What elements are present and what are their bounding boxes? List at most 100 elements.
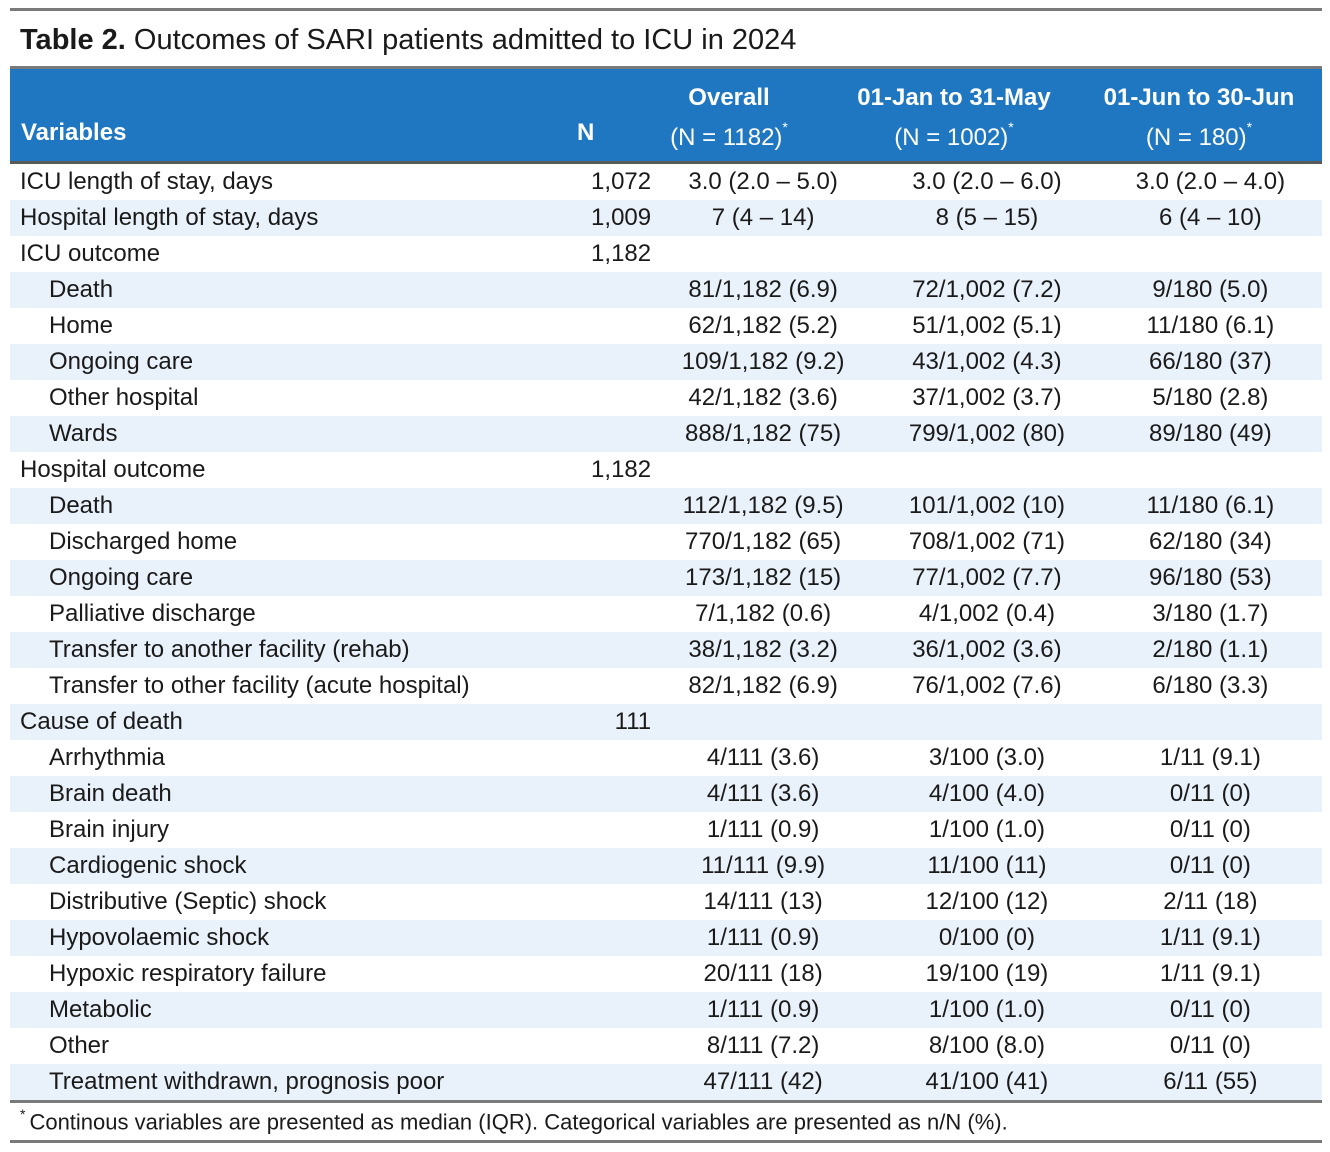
row-period1: 37/1,002 (3.7) [912,384,1062,411]
row-n: 1,182 [591,456,652,483]
row-period2: 0/11 (0) [1169,816,1251,843]
table-row: Other 8/111 (7.2) 8/100 (8.0) 0/11 (0) [10,1028,1322,1064]
row-overall: 8/111 (7.2) [706,1032,820,1059]
row-n [572,416,652,452]
header-period2-sub: (N = 180) [1145,124,1247,151]
row-n [572,524,651,560]
row-overall: 3.0 (2.0 – 5.0) [688,168,838,195]
footnote: * Continous variables are presented as me… [20,1106,1008,1135]
row-overall: 81/1,182 (6.9) [651,272,876,308]
header-period2-mark: * [1246,119,1253,135]
row-n [572,812,651,848]
row-variable: Transfer to another facility (rehab) [10,632,573,668]
row-overall: 7/1,182 (0.6) [695,600,832,627]
row-period2: 11/180 (6.1) [1146,312,1275,339]
top-rule [10,8,1322,11]
row-overall: 888/1,182 (75) [651,416,876,452]
row-period2: 0/11 (0) [1169,1032,1251,1059]
row-n [572,1028,651,1064]
row-period2: 6 (4 – 10) [1098,200,1322,236]
row-variable: Other hospital [49,384,199,411]
row-overall: 1/111 (0.9) [706,816,820,843]
table-row: Cause of death 111 [10,704,1322,740]
table-row: Ongoing care 109/1,182 (9.2) 43/1,002 (4.3… [10,344,1322,380]
row-overall: 4/111 (3.6) [706,744,820,771]
row-variable: Other [49,1032,110,1059]
row-period2 [1099,452,1322,488]
row-variable: Brain injury [49,816,170,843]
row-period2: 3/180 (1.7) [1152,600,1269,627]
row-period1: 77/1,002 (7.7) [875,560,1099,596]
table-row: Treatment withdrawn, prognosis poor 47/11… [10,1064,1322,1100]
row-period2: 0/11 (0) [1098,992,1322,1028]
row-n [572,1064,652,1100]
row-n [572,344,652,380]
row-n [572,920,652,956]
table-row: Brain injury 1/111 (0.9) 1/100 (1.0) 0/11 (… [10,812,1322,848]
row-overall: 109/1,182 (9.2) [651,344,876,380]
row-overall: 1/111 (0.9) [651,920,876,956]
row-period2: 9/180 (5.0) [1098,272,1322,308]
row-period1: 72/1,002 (7.2) [875,272,1099,308]
table-row: Hospital outcome 1,182 [10,452,1322,488]
row-period1: 8 (5 – 15) [875,200,1099,236]
row-period2: 11/180 (6.1) [1098,488,1322,524]
row-period1: 76/1,002 (7.6) [912,672,1062,699]
row-overall: 1/111 (0.9) [651,992,876,1028]
header-variables: Variables [21,119,127,146]
table-row: Home 62/1,182 (5.2) 51/1,002 (5.1) 11/180 (… [10,308,1322,344]
row-period1: 51/1,002 (5.1) [912,312,1062,339]
header-top-rule [10,66,1322,69]
footnote-mark: * [20,1106,26,1122]
row-n [572,632,652,668]
table-row: Wards 888/1,182 (75) 799/1,002 (80) 89/180 … [10,416,1322,452]
row-n [572,560,652,596]
header-n: N [577,119,595,146]
row-variable: ICU outcome [20,240,161,267]
row-period2: 62/180 (34) [1148,528,1272,555]
row-overall: 20/111 (18) [703,960,823,987]
header-period1: 01-Jan to 31-May (N = 1002)* [839,83,1069,156]
row-overall: 11/111 (9.9) [651,848,876,884]
row-n [572,776,652,812]
row-overall: 14/111 (13) [703,888,823,915]
row-overall: 7 (4 – 14) [651,200,876,236]
row-variable: Brain death [10,776,573,812]
row-overall [651,452,875,488]
row-period1 [875,452,1099,488]
row-variable: Ongoing care [10,560,573,596]
row-period1: 4/1,002 (0.4) [918,600,1055,627]
row-variable: Arrhythmia [49,744,166,771]
table-title-label: Table 2. [20,24,126,56]
header-period1-label: 01-Jan to 31-May [857,84,1051,111]
row-period2 [1099,236,1322,272]
header-overall-label: Overall [688,84,770,111]
row-period1: 8/100 (8.0) [928,1032,1045,1059]
row-period1: 799/1,002 (80) [875,416,1099,452]
row-n [572,596,651,632]
header-overall-sub: (N = 1182) [670,124,783,151]
table-row: Distributive (Septic) shock 14/111 (13) 12… [10,884,1322,920]
row-period1: 36/1,002 (3.6) [875,632,1099,668]
row-variable: Treatment withdrawn, prognosis poor [10,1064,573,1100]
row-period1: 43/1,002 (4.3) [875,344,1099,380]
table-row: Transfer to other facility (acute hospit… [10,668,1322,704]
table-row: Transfer to another facility (rehab) 38/1… [10,632,1322,668]
row-period1: 41/100 (41) [875,1064,1099,1100]
row-variable: ICU length of stay, days [20,168,274,195]
table-row: Other hospital 42/1,182 (3.6) 37/1,002 (3.… [10,380,1322,416]
row-period1: 708/1,002 (71) [908,528,1065,555]
row-period1: 101/1,002 (10) [875,488,1099,524]
row-period2: 66/180 (37) [1098,344,1322,380]
table-row: Palliative discharge 7/1,182 (0.6) 4/1,002… [10,596,1322,632]
table-row: Cardiogenic shock 11/111 (9.9) 11/100 (11)… [10,848,1322,884]
row-period2: 6/180 (3.3) [1152,672,1269,699]
row-period1: 3/100 (3.0) [928,744,1045,771]
header-overall-mark: * [782,119,788,135]
row-overall: 47/111 (42) [651,1064,876,1100]
row-n: 1,182 [591,240,652,267]
table-row: Death 81/1,182 (6.9) 72/1,002 (7.2) 9/180 (… [10,272,1322,308]
row-period1: 11/100 (11) [875,848,1099,884]
row-variable: Cause of death [10,704,573,740]
table-title-text: Outcomes of SARI patients admitted to IC… [133,24,797,56]
